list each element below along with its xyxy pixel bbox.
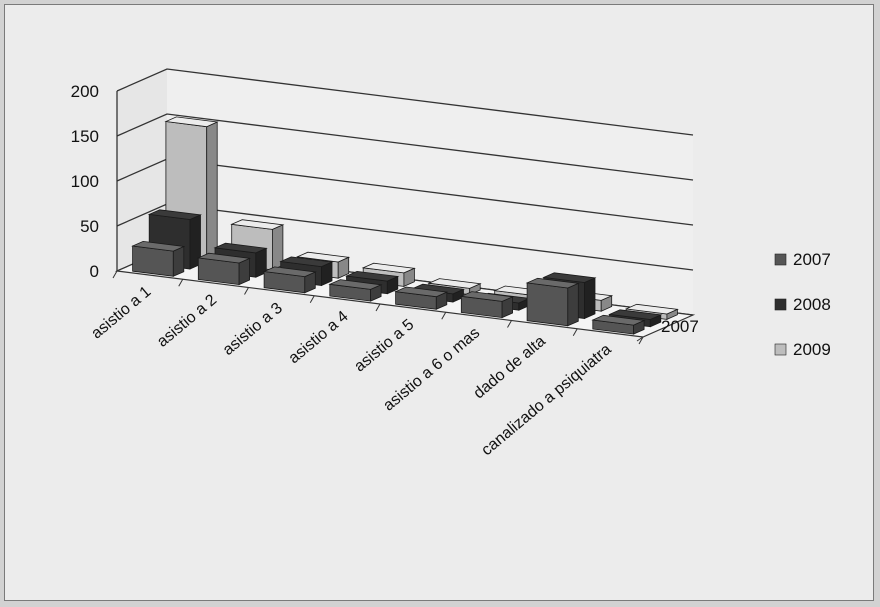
bar-top-face — [394, 286, 449, 298]
bar-top-face — [345, 270, 400, 282]
bar-top-face — [164, 116, 219, 128]
bar-side-face — [567, 282, 579, 327]
bar-top-face — [427, 278, 482, 289]
bar-top-face — [131, 240, 186, 252]
bar-top-face — [213, 242, 268, 254]
bar-2007-1 — [196, 252, 252, 286]
x-tick-mark — [178, 279, 184, 287]
legend-label: 2007 — [793, 250, 831, 269]
legend-swatch — [774, 253, 787, 266]
x-tick-mark — [441, 312, 447, 320]
bar-2007-3 — [328, 279, 383, 302]
bar-2007-7 — [591, 314, 646, 335]
y-tick-label: 0 — [90, 262, 99, 281]
y-tick-label: 100 — [71, 172, 99, 191]
bar-2007-0 — [131, 240, 186, 277]
bar-side-face — [172, 245, 185, 277]
bars — [131, 116, 679, 335]
bar-2007-6 — [525, 277, 580, 327]
bar-top-face — [525, 277, 580, 289]
bar-top-face — [328, 279, 383, 290]
y-tick-label: 150 — [71, 127, 99, 146]
legend-label: 2008 — [793, 295, 831, 314]
bar-top-face — [591, 314, 646, 326]
bar-top-face — [262, 266, 317, 278]
bar-top-face — [230, 219, 285, 230]
bar-top-face — [279, 256, 334, 268]
bar-top-face — [624, 303, 679, 315]
x-tick-mark — [309, 295, 315, 303]
x-tick-mark — [112, 270, 118, 279]
legend-swatch — [774, 343, 787, 356]
bar-top-face — [147, 209, 202, 220]
bar-top-face — [542, 272, 597, 283]
x-tick-label: asistio a 4 — [286, 308, 352, 367]
y-axis-ticks: 0 50 100 150 200 — [71, 82, 99, 281]
x-tick-label: canalizado a psiquiatra — [478, 341, 614, 459]
x-tick-label: asistio a 5 — [351, 316, 417, 375]
bar-top-face — [361, 262, 416, 274]
x-tick-mark — [572, 328, 578, 336]
bar-top-face — [459, 291, 515, 302]
bar-side-face — [584, 277, 596, 320]
x-tick-label: dado de alta — [471, 333, 549, 403]
legend-swatch — [774, 298, 787, 311]
y-tick-label: 200 — [71, 82, 99, 101]
gridline — [116, 113, 694, 181]
x-tick-label: asistio a 1 — [88, 283, 154, 342]
x-tick-mark — [638, 336, 644, 345]
x-tick-mark — [375, 303, 381, 312]
gridline — [116, 68, 694, 136]
bar-top-face — [608, 309, 663, 320]
chart-frame: 0 50 100 150 200 asistio a 1 asistio a 2 asist… — [4, 4, 874, 601]
bar-2007-2 — [262, 266, 317, 294]
legend-label: 2009 — [793, 340, 831, 359]
bar-front-face — [526, 282, 569, 327]
x-tick-mark — [244, 287, 249, 295]
depth-axis-label: 2007 — [661, 317, 699, 336]
x-tick-mark — [507, 320, 512, 328]
x-tick-label: asistio a 3 — [220, 300, 286, 359]
legend: 2007 2008 2009 — [774, 250, 831, 359]
bar-2007-4 — [394, 286, 449, 310]
bar-top-face — [295, 251, 351, 263]
y-tick-label: 50 — [80, 217, 99, 236]
bar-top-face — [196, 252, 252, 264]
depth-tick-mark — [636, 336, 644, 342]
x-tick-label: asistio a 2 — [154, 291, 220, 350]
bar-2007-5 — [459, 291, 515, 319]
bar-side-face — [206, 121, 218, 263]
